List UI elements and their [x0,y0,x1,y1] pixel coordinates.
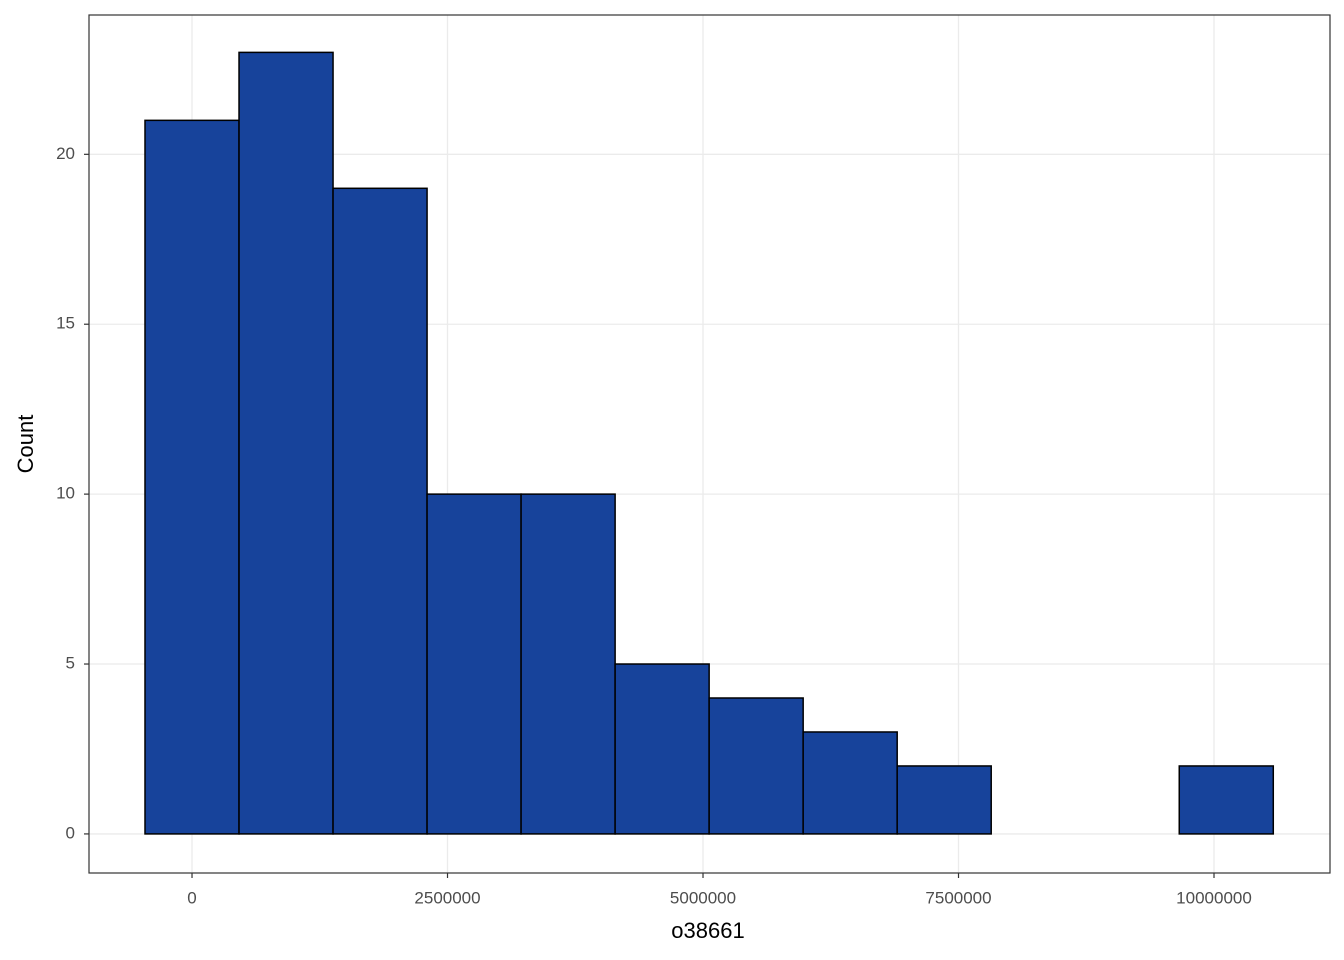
x-tick-label: 7500000 [925,888,991,907]
bar [332,187,428,835]
bar [896,765,992,835]
y-tick-label: 15 [56,314,75,333]
bar [426,493,522,835]
x-tick-label: 5000000 [670,888,736,907]
y-axis-title: Count [13,415,38,474]
y-tick-label: 0 [66,823,75,842]
y-tick-label: 5 [66,654,75,673]
x-tick-label: 10000000 [1176,888,1252,907]
marks [144,51,1275,835]
bar [238,51,334,835]
panel-border [88,14,1331,874]
bar [144,119,240,835]
bar [802,731,898,835]
x-tick-label: 0 [187,888,196,907]
bar [520,493,616,835]
y-tick-label: 10 [56,484,75,503]
x-axis-title: o38661 [671,918,744,943]
x-tick-label: 2500000 [414,888,480,907]
bar [614,663,710,835]
y-tick-label: 20 [56,144,75,163]
bar [708,697,804,835]
bar [1178,765,1275,835]
